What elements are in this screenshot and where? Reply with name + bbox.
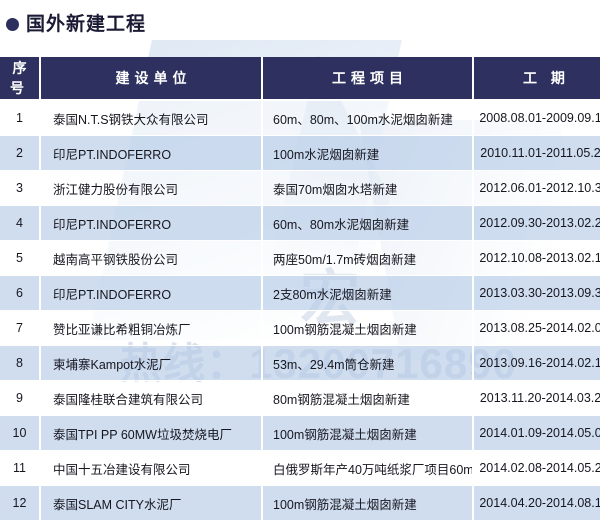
cell-unit: 泰国TPI PP 60MW垃圾焚烧电厂 bbox=[41, 416, 263, 451]
cell-index: 6 bbox=[0, 276, 41, 311]
table-row: 1 泰国N.T.S钢铁大众有限公司 60m、80m、100m水泥烟囱新建 2008.0… bbox=[0, 101, 600, 136]
table-row: 10 泰国TPI PP 60MW垃圾焚烧电厂 100m钢筋混凝土烟囱新建 2014.0… bbox=[0, 416, 600, 451]
projects-table-wrapper: 序号 建设单位 工程项目 工 期 1 泰国N.T.S钢铁大众有限公司 60m、80m… bbox=[0, 57, 600, 521]
cell-unit: 浙江健力股份有限公司 bbox=[41, 171, 263, 206]
table-row: 5 越南高平钢铁股份公司 两座50m/1.7m砖烟囱新建 2012.10.08-201… bbox=[0, 241, 600, 276]
cell-project: 100m钢筋混凝土烟囱新建 bbox=[263, 311, 474, 346]
cell-index: 12 bbox=[0, 486, 41, 521]
page-title-label: 国外新建工程 bbox=[26, 13, 147, 35]
cell-period: 2013.09.16-2014.02.15 bbox=[474, 346, 600, 381]
cell-index: 11 bbox=[0, 451, 41, 486]
cell-period: 2014.01.09-2014.05.08 bbox=[474, 416, 600, 451]
table-row: 9 泰国隆桂联合建筑有限公司 80m钢筋混凝土烟囱新建 2013.11.20-2014… bbox=[0, 381, 600, 416]
table-header: 序号 建设单位 工程项目 工 期 bbox=[0, 57, 600, 101]
cell-unit: 印尼PT.INDOFERRO bbox=[41, 276, 263, 311]
cell-project: 100m水泥烟囱新建 bbox=[263, 136, 474, 171]
column-header-unit: 建设单位 bbox=[41, 57, 263, 101]
cell-project: 100m钢筋混凝土烟囱新建 bbox=[263, 486, 474, 521]
cell-unit: 泰国N.T.S钢铁大众有限公司 bbox=[41, 101, 263, 136]
cell-project: 80m钢筋混凝土烟囱新建 bbox=[263, 381, 474, 416]
cell-index: 1 bbox=[0, 101, 41, 136]
table-row: 7 赞比亚谦比希粗铜冶炼厂 100m钢筋混凝土烟囱新建 2013.08.25-2014… bbox=[0, 311, 600, 346]
cell-unit: 泰国SLAM CITY水泥厂 bbox=[41, 486, 263, 521]
projects-table: 序号 建设单位 工程项目 工 期 1 泰国N.T.S钢铁大众有限公司 60m、80m… bbox=[0, 57, 600, 521]
cell-unit: 中国十五冶建设有限公司 bbox=[41, 451, 263, 486]
cell-index: 3 bbox=[0, 171, 41, 206]
cell-unit: 赞比亚谦比希粗铜冶炼厂 bbox=[41, 311, 263, 346]
cell-period: 2012.09.30-2013.02.20 bbox=[474, 206, 600, 241]
column-header-project: 工程项目 bbox=[263, 57, 474, 101]
cell-period: 2014.04.20-2014.08.10 bbox=[474, 486, 600, 521]
table-row: 8 柬埔寨Kampot水泥厂 53m、29.4m筒仓新建 2013.09.16-201… bbox=[0, 346, 600, 381]
cell-period: 2013.11.20-2014.03.20 bbox=[474, 381, 600, 416]
cell-period: 2014.02.08-2014.05.28 bbox=[474, 451, 600, 486]
cell-unit: 越南高平钢铁股份公司 bbox=[41, 241, 263, 276]
cell-index: 9 bbox=[0, 381, 41, 416]
column-header-period: 工 期 bbox=[474, 57, 600, 101]
cell-project: 两座50m/1.7m砖烟囱新建 bbox=[263, 241, 474, 276]
cell-period: 2008.08.01-2009.09.10 bbox=[474, 101, 600, 136]
cell-project: 60m、80m、100m水泥烟囱新建 bbox=[263, 101, 474, 136]
cell-unit: 印尼PT.INDOFERRO bbox=[41, 136, 263, 171]
cell-period: 2013.03.30-2013.09.30 bbox=[474, 276, 600, 311]
cell-unit: 柬埔寨Kampot水泥厂 bbox=[41, 346, 263, 381]
cell-project: 53m、29.4m筒仓新建 bbox=[263, 346, 474, 381]
cell-period: 2010.11.01-2011.05.20 bbox=[474, 136, 600, 171]
table-row: 4 印尼PT.INDOFERRO 60m、80m水泥烟囱新建 2012.09.30-2… bbox=[0, 206, 600, 241]
cell-project: 白俄罗斯年产40万吨纸浆厂项目60m烟囱新建 bbox=[263, 451, 474, 486]
cell-project: 泰国70m烟囱水塔新建 bbox=[263, 171, 474, 206]
cell-period: 2013.08.25-2014.02.05 bbox=[474, 311, 600, 346]
table-body: 1 泰国N.T.S钢铁大众有限公司 60m、80m、100m水泥烟囱新建 2008.0… bbox=[0, 101, 600, 521]
cell-project: 100m钢筋混凝土烟囱新建 bbox=[263, 416, 474, 451]
cell-unit: 印尼PT.INDOFERRO bbox=[41, 206, 263, 241]
table-row: 3 浙江健力股份有限公司 泰国70m烟囱水塔新建 2012.06.01-2012.10… bbox=[0, 171, 600, 206]
table-header-row: 序号 建设单位 工程项目 工 期 bbox=[0, 57, 600, 101]
cell-index: 7 bbox=[0, 311, 41, 346]
cell-index: 2 bbox=[0, 136, 41, 171]
cell-period: 2012.10.08-2013.02.19 bbox=[474, 241, 600, 276]
cell-index: 8 bbox=[0, 346, 41, 381]
cell-index: 10 bbox=[0, 416, 41, 451]
table-row: 12 泰国SLAM CITY水泥厂 100m钢筋混凝土烟囱新建 2014.04.20-… bbox=[0, 486, 600, 521]
cell-project: 2支80m水泥烟囱新建 bbox=[263, 276, 474, 311]
table-row: 6 印尼PT.INDOFERRO 2支80m水泥烟囱新建 2013.03.30-201… bbox=[0, 276, 600, 311]
cell-index: 4 bbox=[0, 206, 41, 241]
cell-unit: 泰国隆桂联合建筑有限公司 bbox=[41, 381, 263, 416]
cell-period: 2012.06.01-2012.10.30 bbox=[474, 171, 600, 206]
page-title: 国外新建工程 bbox=[0, 0, 600, 40]
table-row: 2 印尼PT.INDOFERRO 100m水泥烟囱新建 2010.11.01-2011… bbox=[0, 136, 600, 171]
cell-project: 60m、80m水泥烟囱新建 bbox=[263, 206, 474, 241]
bullet-icon bbox=[6, 17, 19, 31]
cell-index: 5 bbox=[0, 241, 41, 276]
table-row: 11中国十五冶建设有限公司白俄罗斯年产40万吨纸浆厂项目60m烟囱新建2014.… bbox=[0, 451, 600, 486]
column-header-index: 序号 bbox=[0, 57, 41, 101]
